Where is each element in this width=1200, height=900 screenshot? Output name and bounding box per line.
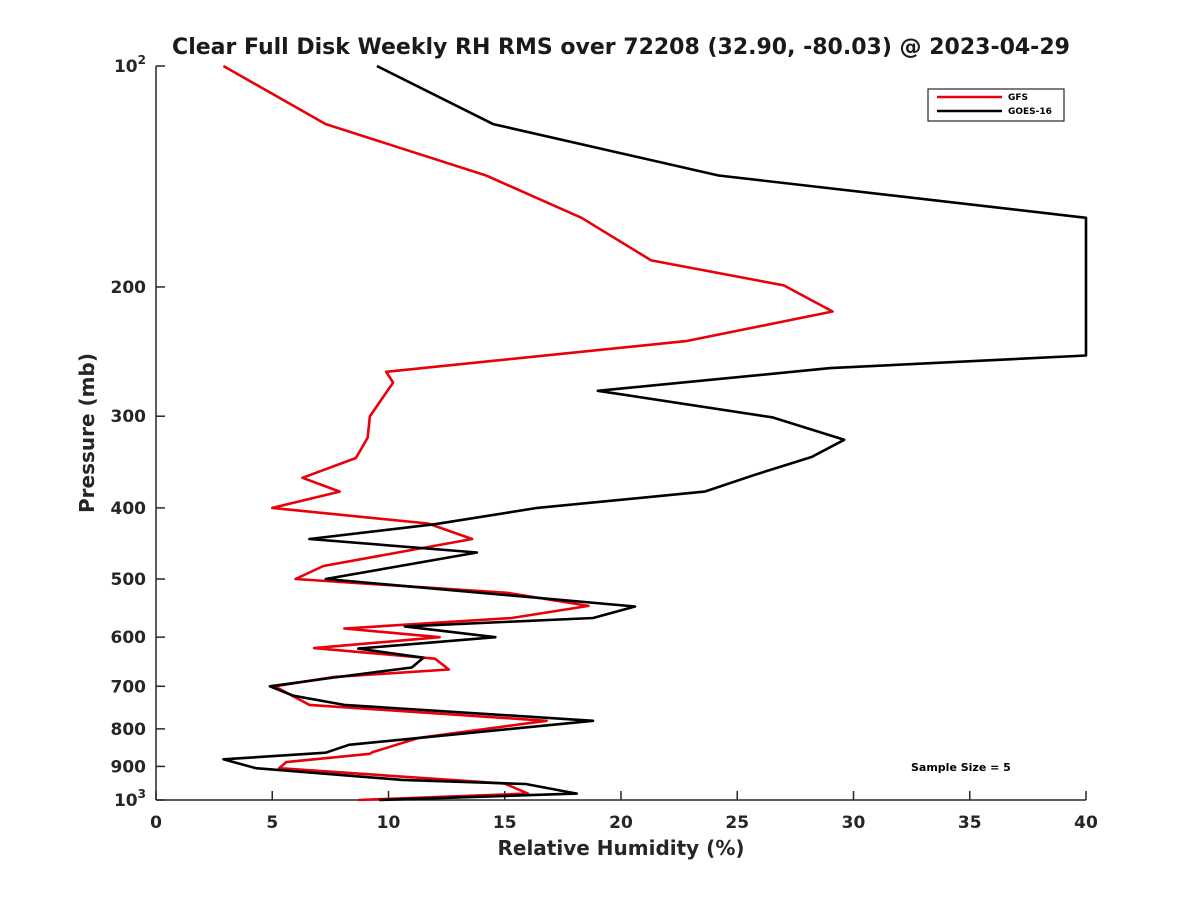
chart-title: Clear Full Disk Weekly RH RMS over 72208… xyxy=(172,35,1070,60)
plot-area: 0 5 10 15 20 25 30 35 40 102 200 300 400 500 600 700 80… xyxy=(111,53,1098,833)
y-tick-label: 800 xyxy=(111,720,147,740)
y-tick-label: 500 xyxy=(111,570,147,590)
legend: GFS GOES-16 xyxy=(927,88,1065,122)
y-tick-label: 200 xyxy=(111,278,147,298)
y-axis-label: Pressure (mb) xyxy=(75,353,99,513)
x-tick-label: 15 xyxy=(493,813,517,833)
y-ticks: 102 200 300 400 500 600 700 800 900 103 xyxy=(111,53,165,811)
y-tick-label: 300 xyxy=(111,407,147,427)
x-ticks: 0 5 10 15 20 25 30 35 40 xyxy=(150,791,1098,833)
y-tick-label: 102 xyxy=(114,53,146,77)
x-tick-label: 0 xyxy=(150,813,162,833)
y-tick-label: 600 xyxy=(111,628,147,648)
y-tick-label: 700 xyxy=(111,677,147,697)
x-axis-label: Relative Humidity (%) xyxy=(497,836,744,860)
x-tick-label: 20 xyxy=(609,813,633,833)
legend-label-gfs: GFS xyxy=(1008,93,1028,103)
y-tick-label: 400 xyxy=(111,499,147,519)
legend-box xyxy=(927,88,1065,122)
x-tick-label: 10 xyxy=(377,813,401,833)
y-tick-label: 103 xyxy=(114,787,146,811)
x-tick-label: 30 xyxy=(842,813,866,833)
x-tick-label: 40 xyxy=(1074,813,1098,833)
series-line-gfs xyxy=(222,64,834,802)
legend-label-goes16: GOES-16 xyxy=(1008,107,1052,117)
y-tick-label: 900 xyxy=(111,757,147,777)
x-tick-label: 25 xyxy=(725,813,749,833)
sample-size-annotation: Sample Size = 5 xyxy=(911,761,1011,774)
x-tick-label: 5 xyxy=(266,813,278,833)
series-line-goes16 xyxy=(222,64,1088,802)
x-tick-label: 35 xyxy=(958,813,982,833)
series-lines xyxy=(222,64,1088,802)
